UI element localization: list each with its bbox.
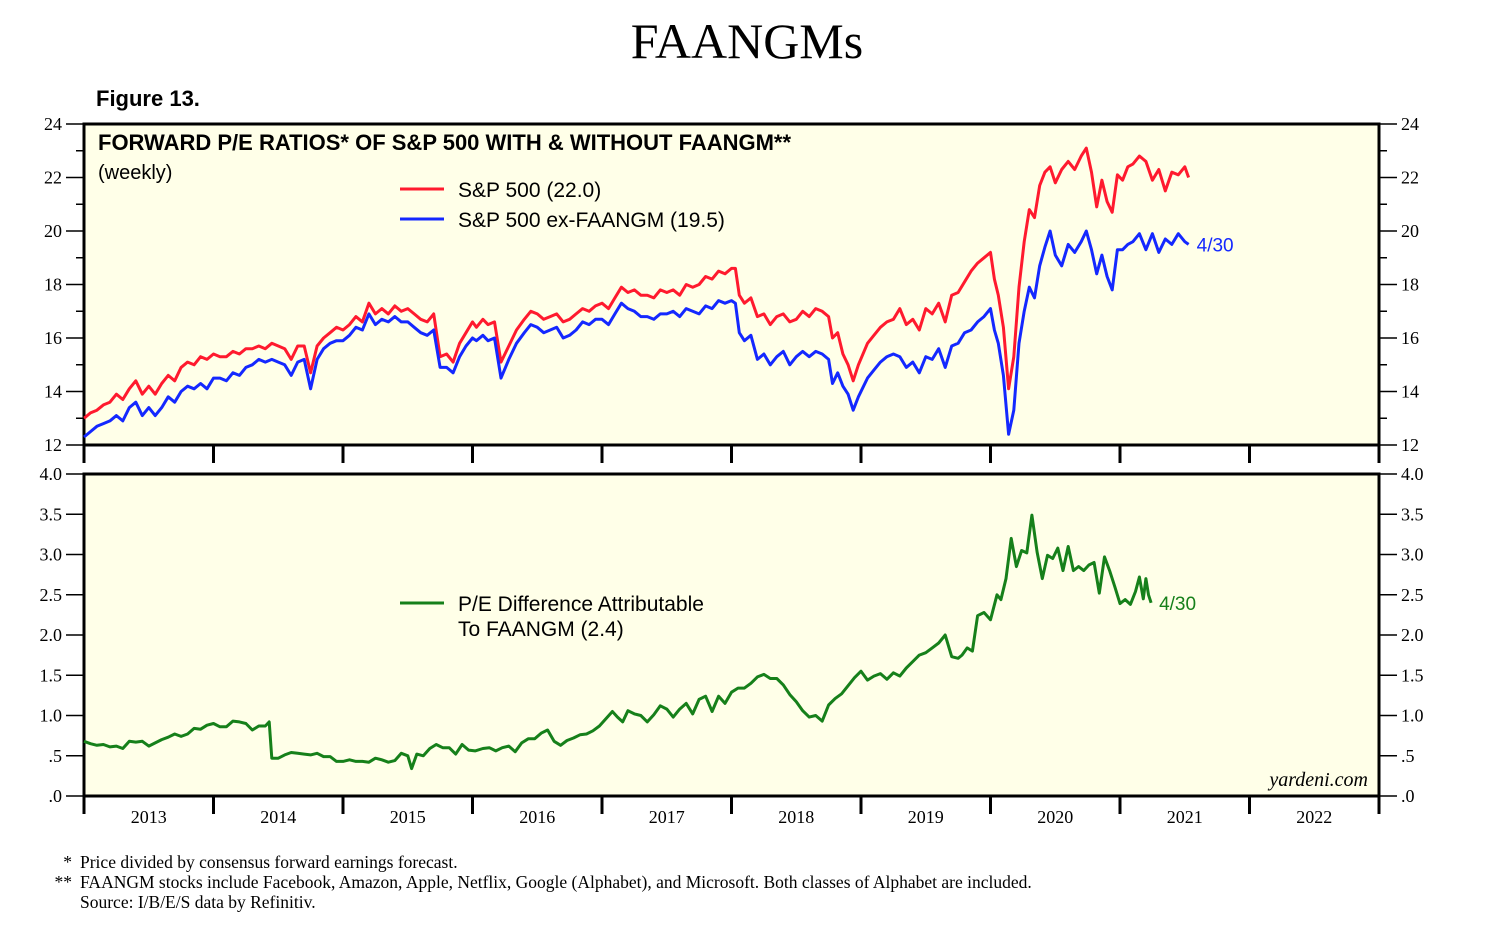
y-tick-label-left: 24 (44, 114, 62, 134)
y-tick-label-right: 12 (1401, 435, 1419, 455)
top-chart-subtitle: (weekly) (98, 162, 172, 184)
x-tick-label: 2015 (390, 807, 426, 827)
bottom-end-annotation: 4/30 (1159, 594, 1196, 615)
legend-label-ex-faangm: S&P 500 ex-FAANGM (19.5) (458, 209, 725, 232)
footnote-mark (40, 892, 80, 912)
x-tick-label: 2020 (1037, 807, 1073, 827)
y-tick-label-right: 4.0 (1401, 464, 1424, 484)
y-tick-label-right: 1.0 (1401, 706, 1424, 726)
y-tick-label-left: 18 (44, 275, 62, 295)
x-tick-label: 2016 (519, 807, 555, 827)
top-end-annotation: 4/30 (1197, 235, 1234, 256)
y-tick-label-right: 18 (1401, 275, 1419, 295)
y-tick-label-left: 12 (44, 435, 62, 455)
y-tick-label-left: .5 (49, 746, 63, 766)
y-tick-label-left: .0 (49, 786, 63, 806)
bottom-panel: P/E Difference Attributable To FAANGM (2… (40, 464, 1424, 814)
watermark: yardeni.com (1267, 769, 1368, 791)
x-tick-label: 2019 (908, 807, 944, 827)
x-tick-label: 2017 (649, 807, 685, 827)
legend-label-difference-line2: To FAANGM (2.4) (458, 618, 624, 641)
x-tick-label: 2021 (1167, 807, 1203, 827)
y-tick-label-right: 3.0 (1401, 545, 1424, 565)
y-tick-label-right: 1.5 (1401, 665, 1424, 685)
footnote-mark: * (63, 852, 72, 872)
y-tick-label-left: 14 (44, 382, 62, 402)
footnote-1: * Price divided by consensus forward ear… (40, 852, 1032, 872)
y-tick-label-right: 22 (1401, 168, 1419, 188)
bottom-plot-background (82, 472, 1381, 798)
y-tick-label-right: 14 (1401, 382, 1419, 402)
top-plot-background (82, 122, 1381, 447)
y-tick-label-left: 2.0 (40, 625, 63, 645)
y-tick-label-right: 2.0 (1401, 625, 1424, 645)
y-tick-label-right: 24 (1401, 114, 1419, 134)
y-tick-label-left: 20 (44, 221, 62, 241)
legend-label-sp500: S&P 500 (22.0) (458, 179, 601, 202)
y-tick-label-left: 4.0 (40, 464, 63, 484)
top-legend: S&P 500 (22.0) S&P 500 ex-FAANGM (19.5) (400, 179, 725, 232)
footnote-text: Source: I/B/E/S data by Refinitiv. (80, 892, 316, 912)
footnotes: * Price divided by consensus forward ear… (40, 852, 1032, 912)
y-tick-label-left: 1.5 (40, 665, 63, 685)
y-tick-label-left: 2.5 (40, 585, 63, 605)
y-tick-label-right: 20 (1401, 221, 1419, 241)
x-tick-label: 2014 (260, 807, 296, 827)
page-title: FAANGMs (630, 13, 864, 69)
y-tick-label-left: 16 (44, 328, 62, 348)
y-tick-label-left: 3.5 (40, 504, 63, 524)
y-tick-label-right: .0 (1401, 786, 1415, 806)
y-tick-label-right: 2.5 (1401, 585, 1424, 605)
x-tick-label: 2013 (131, 807, 167, 827)
footnote-text: FAANGM stocks include Facebook, Amazon, … (80, 872, 1032, 892)
x-tick-label: 2022 (1296, 807, 1332, 827)
footnote-source: Source: I/B/E/S data by Refinitiv. (40, 892, 1032, 912)
y-tick-label-left: 1.0 (40, 706, 63, 726)
bottom-series-line-1 (83, 513, 1153, 771)
top-panel: FORWARD P/E RATIOS* OF S&P 500 WITH & WI… (44, 114, 1419, 463)
y-tick-label-left: 3.0 (40, 545, 63, 565)
top-series-line-2 (83, 229, 1190, 439)
footnote-text: Price divided by consensus forward earni… (80, 852, 458, 872)
top-series-line-1 (83, 146, 1191, 420)
legend-label-difference-line1: P/E Difference Attributable (458, 593, 704, 616)
footnote-mark: ** (54, 872, 73, 892)
y-tick-label-left: 22 (44, 168, 62, 188)
bottom-legend: P/E Difference Attributable To FAANGM (2… (400, 593, 704, 641)
figure-label: Figure 13. (96, 86, 200, 111)
x-tick-label: 2018 (778, 807, 814, 827)
top-chart-title: FORWARD P/E RATIOS* OF S&P 500 WITH & WI… (98, 130, 791, 155)
y-tick-label-right: 3.5 (1401, 504, 1424, 524)
y-tick-label-right: 16 (1401, 328, 1419, 348)
footnote-2: ** FAANGM stocks include Facebook, Amazo… (40, 872, 1032, 892)
y-tick-label-right: .5 (1401, 746, 1415, 766)
